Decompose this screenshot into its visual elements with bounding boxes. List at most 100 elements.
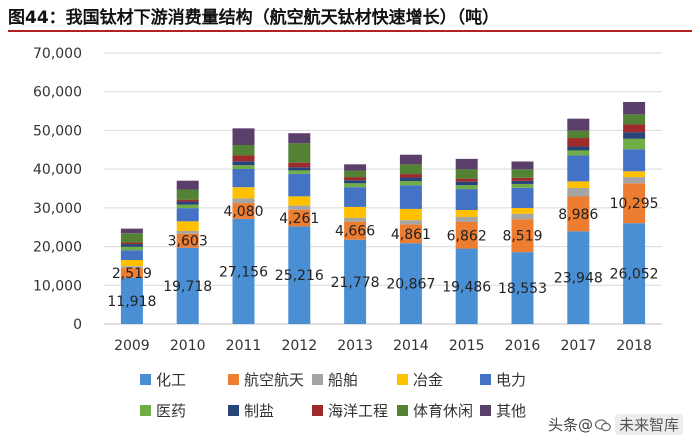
data-label-2011-化工: 27,156 [219,264,268,280]
bar-2017-海洋工程 [567,138,590,147]
bar-2018-化工 [623,223,646,324]
bar-2015-制盐 [455,181,478,186]
legend-label-冶金: 冶金 [413,371,443,389]
x-tick-label-2016: 2016 [505,338,541,354]
bar-2016-医药 [511,183,534,188]
bar-2010-化工 [176,247,199,324]
watermark-source: 未来智库 [615,414,684,435]
data-label-2016-化工: 18,553 [498,281,547,297]
bar-2010-体育休闲 [176,189,199,200]
bar-2017-体育休闲 [567,130,590,139]
legend-label-航空航天: 航空航天 [244,371,304,389]
bar-2015-电力 [455,189,478,210]
bar-2009-海洋工程 [120,242,143,245]
bar-2013-医药 [344,183,367,188]
bar-2011-电力 [232,169,255,188]
bar-2009-体育休闲 [120,233,143,243]
bar-2014-制盐 [399,177,422,182]
bar-2012-体育休闲 [288,143,311,163]
data-label-2013-化工: 21,778 [331,275,380,291]
bar-2018-船舶 [623,177,646,184]
bar-2009-电力 [120,250,143,260]
legend-swatch-电力 [480,374,491,385]
y-tick-label-60000: 60,000 [33,85,82,101]
bar-2017-医药 [567,150,590,156]
bar-2018-其他 [623,101,646,115]
bar-2009-冶金 [120,259,143,267]
bar-2015-海洋工程 [455,178,478,182]
bar-2016-电力 [511,187,534,208]
bar-2014-航空航天 [399,224,422,244]
chart-title: 图44：我国钛材下游消费量结构（航空航天钛材快速增长）（吨） [8,8,500,28]
bar-2013-冶金 [344,206,367,218]
bar-2010-制盐 [176,201,199,205]
bar-2016-制盐 [511,180,534,184]
x-tick-label-2009: 2009 [114,338,150,354]
legend-label-其他: 其他 [496,402,526,420]
bar-2011-其他 [232,128,255,146]
bar-2012-航空航天 [288,209,311,227]
bar-2011-船舶 [232,198,255,204]
bar-2009-船舶 [120,266,143,269]
legend-swatch-船舶 [312,374,323,385]
legend-label-船舶: 船舶 [328,371,358,389]
x-tick-label-2012: 2012 [281,338,317,354]
bar-2018-航空航天 [623,183,646,224]
legend-label-电力: 电力 [496,371,526,389]
bar-2015-航空航天 [455,221,478,249]
legend-swatch-冶金 [397,374,408,385]
x-tick-label-2018: 2018 [616,338,652,354]
bar-2015-其他 [455,158,478,170]
bar-2017-其他 [567,118,590,131]
watermark: 头条@ 未来智库 [548,414,684,435]
bar-2013-电力 [344,187,367,207]
bar-2010-其他 [176,180,199,190]
bar-2017-化工 [567,231,590,324]
y-tick-label-10000: 10,000 [33,278,82,294]
data-label-2010-化工: 19,718 [163,279,212,295]
bar-2016-冶金 [511,207,534,214]
y-axis-ticks: 0 10,000 20,000 30,000 40,000 50,000 60,000 70,… [33,46,82,333]
x-tick-label-2013: 2013 [337,338,373,354]
bar-2011-冶金 [232,187,255,199]
bar-2010-冶金 [176,221,199,232]
bar-2018-冶金 [623,171,646,178]
bar-2010-电力 [176,208,199,222]
bar-2013-制盐 [344,180,367,184]
bar-2016-化工 [511,252,534,324]
legend-label-制盐: 制盐 [244,402,274,420]
legend-label-医药: 医药 [156,402,186,420]
bar-2011-航空航天 [232,203,255,219]
bar-2010-船舶 [176,231,199,234]
bar-2010-海洋工程 [176,199,199,202]
data-label-2015-化工: 19,486 [442,279,491,295]
bar-2013-海洋工程 [344,177,367,181]
bar-2015-化工 [455,248,478,324]
bar-2014-其他 [399,154,422,165]
bar-2016-航空航天 [511,219,534,253]
y-tick-label-20000: 20,000 [33,240,82,256]
bar-2011-制盐 [232,161,255,166]
bar-2012-冶金 [288,196,311,206]
bar-2012-医药 [288,170,311,174]
data-label-2011-航空航天: 4,080 [223,204,263,220]
legend-swatch-制盐 [228,405,239,416]
bar-2012-船舶 [288,205,311,210]
bar-2016-船舶 [511,213,534,220]
bar-2017-船舶 [567,187,590,197]
bar-2017-冶金 [567,181,590,188]
data-label-2013-航空航天: 4,666 [335,224,375,240]
legend-label-海洋工程: 海洋工程 [328,402,388,420]
chat-logo-icon [595,419,611,432]
bar-2009-化工 [120,277,143,324]
bar-2009-航空航天 [120,268,143,278]
bar-2012-其他 [288,133,311,144]
data-label-2016-航空航天: 8,519 [502,229,542,245]
data-label-2009-航空航天: 2,519 [112,266,152,282]
data-label-2018-化工: 26,052 [610,267,659,283]
bar-2018-电力 [623,149,646,172]
bar-2017-航空航天 [567,196,590,232]
y-tick-label-50000: 50,000 [33,123,82,139]
y-tick-label-70000: 70,000 [33,46,82,62]
